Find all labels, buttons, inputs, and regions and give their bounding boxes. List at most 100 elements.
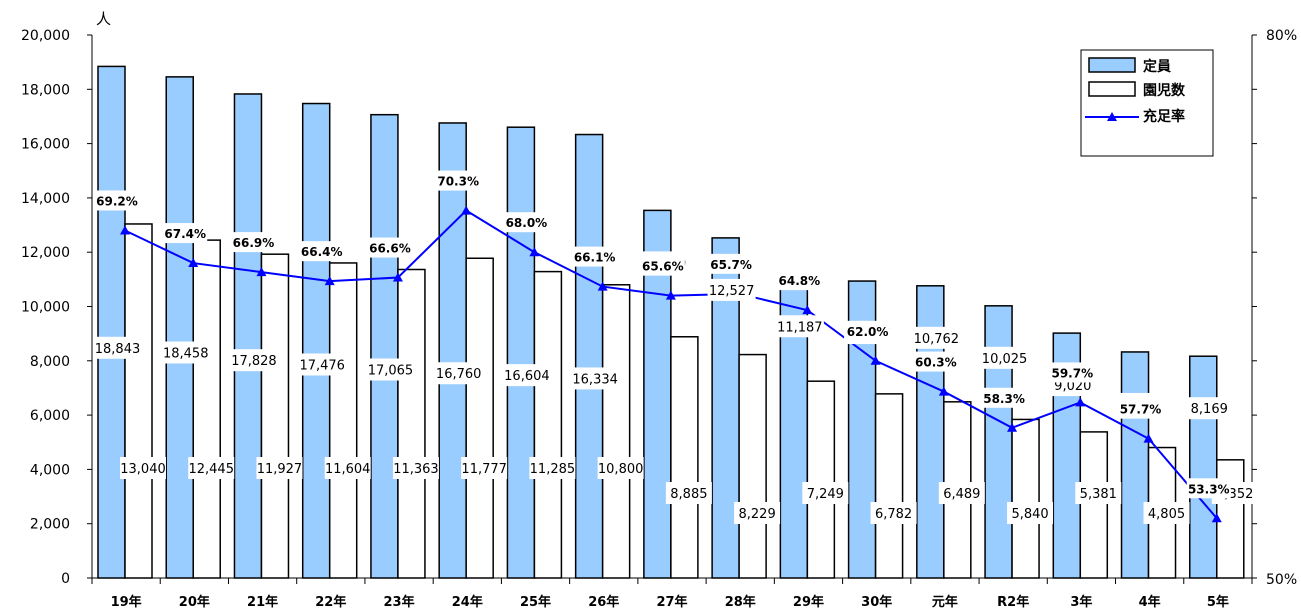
bar-enrolled (874, 393, 904, 579)
label-rate: 59.7% (1051, 366, 1093, 380)
bar-enrolled (533, 270, 563, 579)
rate-marker (1075, 397, 1086, 407)
label-capacity: 17,476 (299, 358, 345, 373)
y-left-tick-label: 14,000 (21, 191, 70, 207)
x-tick-label: 3年 (1070, 594, 1092, 610)
label-rate-bg (913, 351, 958, 372)
label-enrolled-bg (1075, 482, 1122, 504)
label-rate: 65.6% (642, 260, 684, 274)
label-rate-bg (163, 223, 208, 244)
label-capacity-bg (912, 326, 961, 349)
label-enrolled-bg (188, 457, 235, 479)
x-tick-label: 30年 (861, 594, 892, 610)
x-tick-label: 28年 (725, 594, 756, 610)
rate-marker (120, 225, 130, 235)
label-rate: 64.8% (779, 274, 821, 288)
bar-capacity (1189, 355, 1218, 579)
label-rate: 66.4% (301, 245, 343, 259)
bar-enrolled (124, 223, 153, 579)
label-enrolled: 11,927 (257, 462, 303, 477)
label-rate-bg (299, 241, 344, 262)
y-left-tick-label: 12,000 (21, 245, 70, 261)
legend-label-enrolled: 園児数 (1143, 82, 1186, 99)
label-rate: 66.1% (574, 251, 616, 265)
label-capacity: 11,187 (777, 320, 823, 335)
label-capacity-bg (93, 336, 142, 359)
rate-marker (870, 355, 881, 365)
label-enrolled: 4,805 (1148, 507, 1185, 522)
x-tick-label: 23年 (384, 594, 415, 610)
label-capacity-bg (707, 278, 756, 301)
bar-capacity (984, 305, 1013, 579)
y-left-unit-label: 人 (96, 10, 111, 28)
rate-marker (1211, 513, 1222, 523)
label-rate-bg (436, 170, 481, 191)
label-enrolled-bg (461, 457, 508, 479)
rate-marker (529, 247, 540, 257)
x-tick-label: 25年 (520, 594, 551, 610)
bar-capacity (370, 113, 399, 579)
bar-capacity (506, 126, 536, 579)
label-capacity: 12,527 (709, 284, 755, 299)
label-capacity: 16,604 (504, 369, 550, 384)
rate-marker (324, 276, 335, 286)
y-left-tick-label: 16,000 (21, 137, 70, 153)
label-capacity-bg (502, 364, 551, 387)
bar-enrolled (192, 239, 221, 579)
rate-marker (188, 258, 199, 268)
label-enrolled: 11,777 (461, 462, 507, 477)
label-rate-bg (1186, 478, 1231, 499)
label-enrolled: 5,840 (1011, 507, 1048, 522)
bar-enrolled (670, 336, 699, 579)
label-rate-bg (1050, 362, 1095, 383)
x-tick-label: 20年 (179, 594, 210, 610)
label-capacity-bg (366, 358, 415, 381)
rate-marker (392, 272, 403, 282)
label-rate-bg (231, 232, 276, 253)
label-enrolled-bg (870, 502, 917, 524)
label-rate-bg (777, 270, 822, 291)
label-capacity: 10,762 (914, 332, 960, 347)
rate-marker (1143, 433, 1154, 443)
label-capacity-bg (775, 315, 824, 338)
label-capacity-bg (980, 346, 1029, 369)
plot-area: 0 2,000 4,000 6,000 8,000 10,000 12,000 14,000 1… (21, 28, 1297, 610)
x-tick-label: 26年 (588, 594, 619, 610)
bar-enrolled (1216, 459, 1245, 579)
label-rate: 68.0% (506, 216, 548, 230)
rate-marker (938, 386, 949, 396)
label-enrolled: 8,229 (739, 507, 776, 522)
label-rate-bg (504, 212, 549, 233)
label-enrolled: 8,885 (670, 487, 707, 502)
bar-enrolled (806, 380, 836, 579)
label-capacity-bg (434, 362, 483, 385)
label-enrolled-bg (529, 457, 576, 479)
legend-swatch-rate-marker (1107, 112, 1117, 121)
bar-enrolled (397, 268, 426, 579)
bar-enrolled (601, 284, 631, 579)
label-capacity: 16,760 (436, 367, 482, 382)
bar-capacity (301, 102, 331, 579)
label-rate: 66.9% (233, 236, 275, 250)
legend: 定員 園児数 充足率 (1080, 49, 1214, 157)
label-capacity: 17,828 (231, 354, 277, 369)
label-enrolled-bg (802, 482, 849, 504)
label-enrolled-bg (256, 457, 303, 479)
rate-marker (597, 281, 608, 291)
y-left-tick-label: 18,000 (21, 82, 70, 98)
label-rate-bg (845, 320, 890, 341)
rate-marker (256, 267, 267, 277)
label-capacity-bg (161, 341, 210, 364)
label-capacity-bg (571, 367, 620, 390)
bar-capacity (1120, 351, 1150, 579)
label-rate: 70.3% (437, 175, 479, 189)
y-left-tick-label: 0 (61, 571, 70, 587)
label-enrolled: 11,604 (325, 462, 371, 477)
y-left-tick-label: 10,000 (21, 300, 70, 316)
label-rate: 66.6% (369, 242, 411, 256)
label-capacity: 8,169 (1191, 402, 1228, 417)
bar-capacity (438, 122, 467, 579)
label-rate: 62.0% (847, 325, 889, 339)
x-tick-label: 4年 (1139, 594, 1161, 610)
